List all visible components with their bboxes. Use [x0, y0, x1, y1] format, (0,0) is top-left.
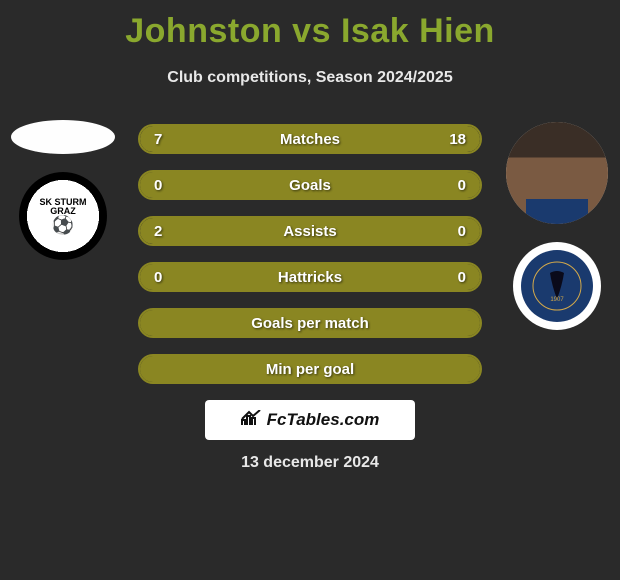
- brand-label: FcTables.com: [267, 410, 380, 430]
- brand-badge: FcTables.com: [205, 400, 415, 440]
- right-club-logo: 1907: [513, 242, 601, 330]
- sturm-logo-text: SK STURMGRAZ⚽: [40, 198, 87, 234]
- player-face-icon: [506, 122, 608, 224]
- right-player-avatar: [506, 122, 608, 224]
- stat-label: Goals: [140, 172, 480, 198]
- left-club-logo: SK STURMGRAZ⚽: [19, 172, 107, 260]
- stat-row: 20Assists: [138, 216, 482, 246]
- stat-label: Min per goal: [140, 356, 480, 382]
- stat-label: Matches: [140, 126, 480, 152]
- right-player-column: 1907: [502, 122, 612, 330]
- left-player-avatar: [11, 120, 115, 154]
- stat-row: 00Hattricks: [138, 262, 482, 292]
- left-player-column: SK STURMGRAZ⚽: [8, 120, 118, 260]
- page-title: Johnston vs Isak Hien: [0, 0, 620, 51]
- svg-text:1907: 1907: [550, 297, 564, 303]
- stat-label: Assists: [140, 218, 480, 244]
- stat-label: Hattricks: [140, 264, 480, 290]
- stat-row: 718Matches: [138, 124, 482, 154]
- stat-row: Min per goal: [138, 354, 482, 384]
- stat-label: Goals per match: [140, 310, 480, 336]
- stats-panel: 718Matches 00Goals 20Assists 00Hattricks Goa…: [138, 124, 482, 400]
- stat-row: Goals per match: [138, 308, 482, 338]
- stat-row: 00Goals: [138, 170, 482, 200]
- subtitle: Club competitions, Season 2024/2025: [0, 69, 620, 87]
- chart-icon: [241, 410, 261, 431]
- atalanta-logo-inner: 1907: [521, 250, 593, 322]
- date-label: 13 december 2024: [0, 454, 620, 472]
- atalanta-icon: 1907: [532, 261, 582, 311]
